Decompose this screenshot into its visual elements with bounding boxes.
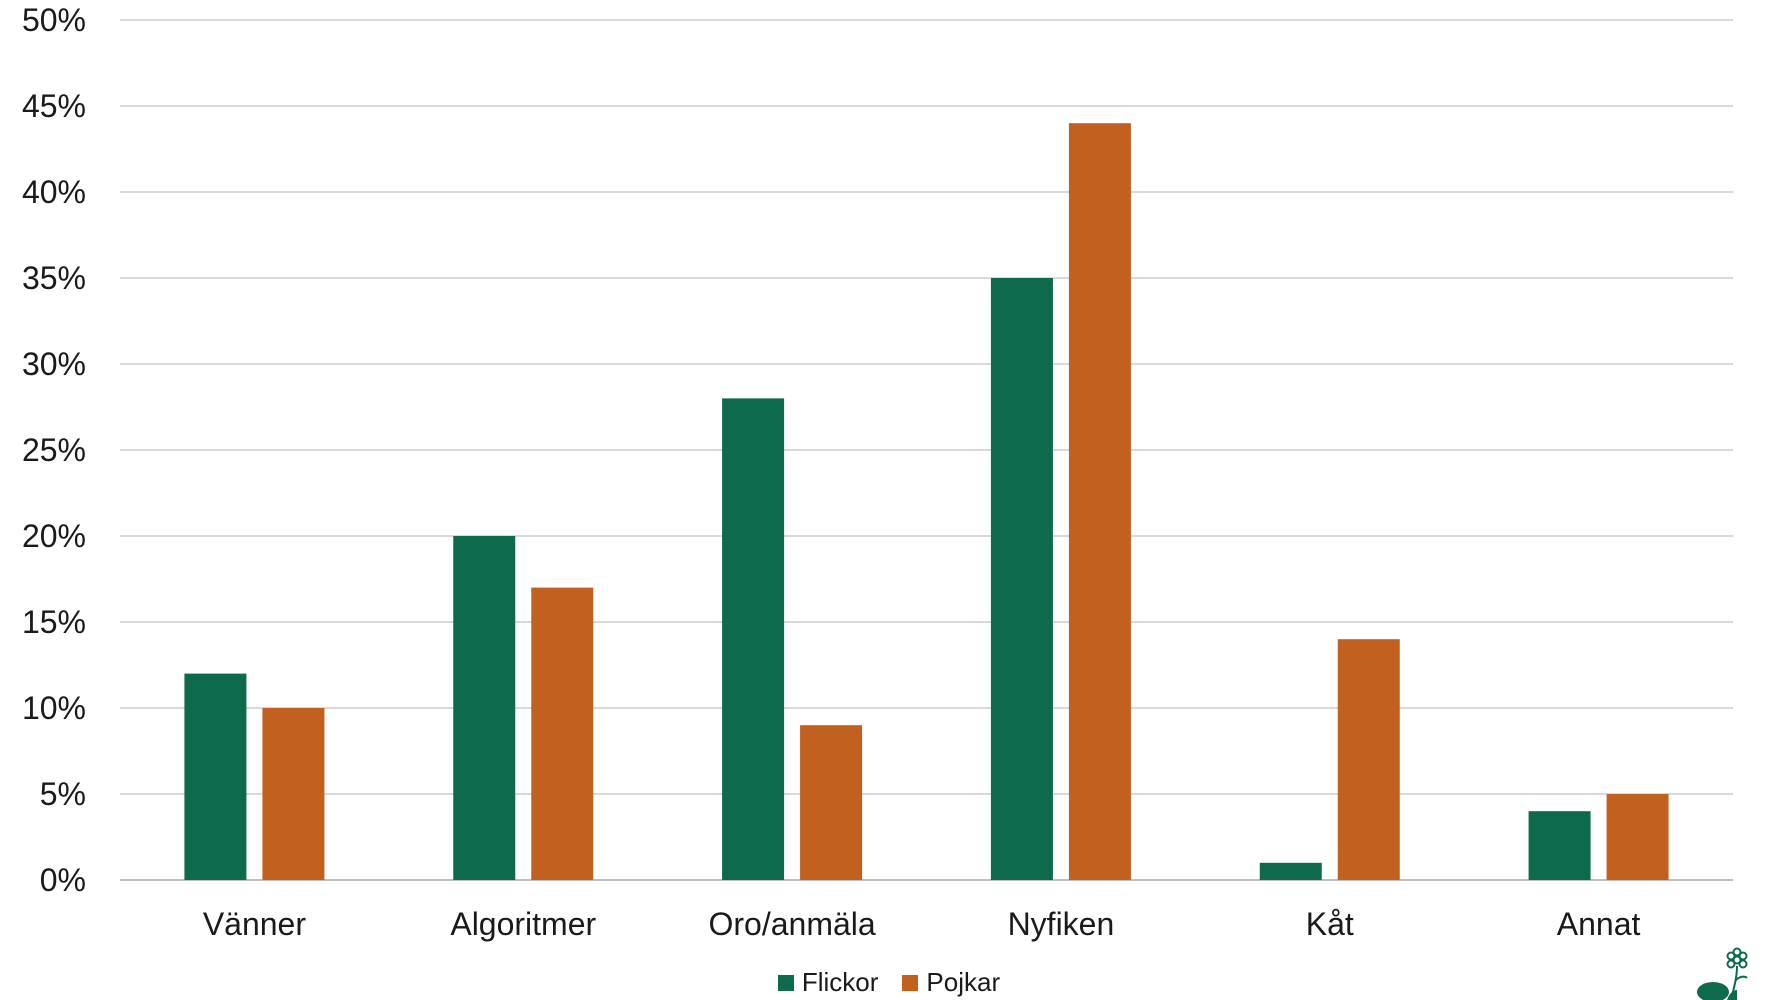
y-tick-label: 0% bbox=[40, 862, 86, 898]
flower-logo-icon bbox=[1697, 947, 1748, 1000]
bar-flickor-3 bbox=[990, 278, 1053, 880]
legend-item-flickor: Flickor bbox=[777, 967, 879, 998]
x-category-label: Kåt bbox=[1306, 906, 1354, 942]
bar-flickor-2 bbox=[722, 398, 785, 880]
x-category-label: Vänner bbox=[203, 906, 307, 942]
bar-pojkar-2 bbox=[800, 725, 863, 880]
y-tick-label: 15% bbox=[22, 604, 86, 640]
legend-swatch-pojkar bbox=[902, 974, 919, 991]
bar-pojkar-5 bbox=[1606, 794, 1669, 880]
y-tick-label: 20% bbox=[22, 518, 86, 554]
legend-label-flickor: Flickor bbox=[801, 967, 879, 997]
y-tick-label: 10% bbox=[22, 690, 86, 726]
y-tick-label: 50% bbox=[22, 2, 86, 38]
gridlines bbox=[120, 19, 1733, 881]
y-tick-label: 45% bbox=[22, 88, 86, 124]
bar-pojkar-4 bbox=[1337, 639, 1400, 880]
x-category-label: Algoritmer bbox=[450, 906, 596, 942]
bar-flickor-1 bbox=[453, 536, 516, 880]
x-category-label: Annat bbox=[1557, 906, 1641, 942]
x-category-label: Nyfiken bbox=[1008, 906, 1115, 942]
bar-pojkar-0 bbox=[262, 708, 325, 880]
bars bbox=[184, 123, 1669, 880]
legend: Flickor Pojkar bbox=[0, 967, 1778, 998]
y-tick-label: 5% bbox=[40, 776, 86, 812]
legend-label-pojkar: Pojkar bbox=[926, 967, 1001, 997]
y-tick-label: 35% bbox=[22, 260, 86, 296]
y-tick-label: 25% bbox=[22, 432, 86, 468]
legend-swatch-flickor bbox=[777, 974, 794, 991]
x-axis-category-labels: Vänner Algoritmer Oro/anmäla Nyfiken Kåt Anna… bbox=[203, 906, 1641, 942]
y-tick-label: 30% bbox=[22, 346, 86, 382]
y-axis-tick-labels: 0% 5% 10% 15% 20% 25% 30% 35% 40% 45% 50% bbox=[22, 2, 86, 898]
bar-pojkar-1 bbox=[531, 587, 594, 880]
bar-flickor-0 bbox=[184, 673, 247, 880]
y-tick-label: 40% bbox=[22, 174, 86, 210]
bar-flickor-4 bbox=[1259, 862, 1322, 880]
bar-pojkar-3 bbox=[1068, 123, 1131, 880]
x-category-label: Oro/anmäla bbox=[708, 906, 875, 942]
bar-flickor-5 bbox=[1528, 811, 1591, 880]
legend-item-pojkar: Pojkar bbox=[902, 967, 1000, 998]
